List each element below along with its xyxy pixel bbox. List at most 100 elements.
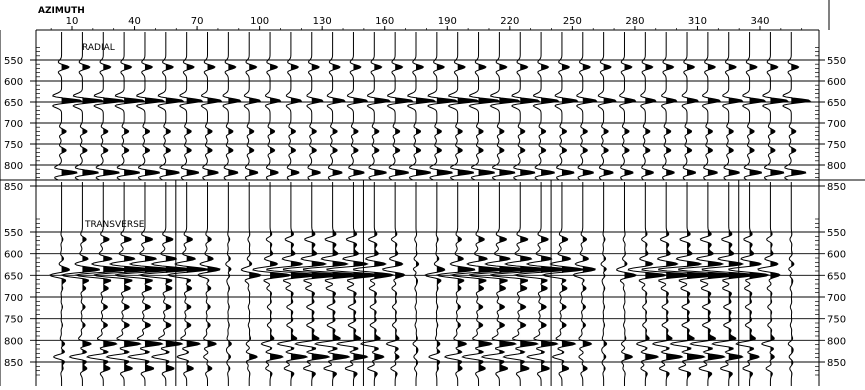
time-tick-label-right: 800 [827, 161, 846, 172]
radial-trace-fill [61, 32, 82, 180]
radial-trace [135, 32, 165, 181]
radial-trace-fill [791, 32, 810, 180]
transverse-trace [572, 182, 596, 386]
azimuth-tick-label: 220 [500, 16, 519, 27]
transverse-trace-fill [144, 182, 175, 386]
azimuth-tick-label: 10 [66, 16, 79, 27]
azimuth-tick-label: 70 [191, 16, 204, 27]
time-tick-label-right: 750 [827, 140, 846, 151]
radial-panel-label: RADIAL [82, 43, 115, 53]
radial-trace-fill [603, 32, 616, 180]
time-tick-label-right: 550 [827, 56, 846, 67]
radial-trace [346, 32, 369, 181]
radial-trace [575, 32, 598, 181]
radial-trace-fill [624, 32, 636, 180]
time-tick-label-right: 650 [827, 98, 846, 109]
radial-trace-fill [687, 32, 698, 180]
transverse-trace-fill [457, 182, 475, 386]
radial-trace [741, 32, 767, 181]
radial-trace-fill [144, 32, 164, 180]
radial-trace-fill [228, 32, 241, 180]
radial-trace-fill [499, 32, 520, 180]
transverse-trace-fill [603, 182, 607, 386]
time-tick-label-left: 650 [4, 271, 23, 282]
radial-trace-fill [395, 32, 413, 180]
radial-trace [306, 32, 324, 181]
transverse-trace [197, 182, 221, 386]
radial-trace [222, 32, 242, 181]
transverse-trace-fill [791, 182, 794, 386]
radial-trace [554, 32, 579, 181]
time-tick-label-left: 850 [4, 358, 23, 369]
radial-trace-fill [770, 32, 788, 180]
radial-trace [285, 32, 303, 181]
transverse-trace-fill [207, 182, 220, 386]
time-tick-label-left: 650 [4, 98, 23, 109]
radial-trace [200, 32, 223, 181]
azimuth-axis-title: AZIMUTH [38, 6, 85, 16]
azimuth-axis: AZIMUTH 10 40 70 100 130 160 190 220 250 280 310 34… [38, 6, 803, 30]
transverse-trace [787, 182, 795, 386]
radial-trace-fill [207, 32, 222, 180]
time-tick-label-right: 700 [827, 119, 846, 130]
time-tick-label-right: 550 [827, 228, 846, 239]
time-tick-label-left: 800 [4, 161, 23, 172]
radial-trace-fill [457, 32, 479, 180]
radial-trace-fill [666, 32, 677, 180]
radial-trace-fill [707, 32, 720, 180]
azimuth-tick-label: 190 [438, 16, 457, 27]
radial-trace [243, 32, 262, 181]
radial-trace [597, 32, 617, 181]
transverse-trace [541, 182, 584, 386]
time-tick-label-left: 750 [4, 140, 23, 151]
time-tick-label-left: 800 [4, 336, 23, 347]
time-tick-label-right: 850 [827, 182, 846, 193]
time-tick-label-left: 750 [4, 315, 23, 326]
time-tick-label-left: 550 [4, 228, 23, 239]
time-tick-label-left: 700 [4, 293, 23, 304]
transverse-trace-fill [582, 182, 596, 386]
azimuth-tick-label: 130 [313, 16, 332, 27]
azimuth-tick-label: 310 [688, 16, 707, 27]
transverse-trace-fill [228, 182, 232, 386]
transverse-trace [513, 182, 569, 386]
radial-trace-fill [582, 32, 597, 180]
radial-trace-fill [332, 32, 345, 180]
radial-trace-fill [353, 32, 368, 180]
radial-trace-fill [416, 32, 435, 180]
transverse-panel: TRANSVERSE 550 550 600 600 650 650 700 700 750 75… [4, 180, 846, 386]
radial-trace [72, 32, 105, 181]
transverse-trace [424, 182, 446, 386]
radial-panel: RADIAL 550 550 600 600 650 650 700 700 750 750 800… [4, 32, 846, 193]
radial-trace [468, 32, 501, 181]
time-tick-label-right: 750 [827, 315, 846, 326]
radial-trace-fill [82, 32, 103, 180]
radial-trace [427, 32, 459, 181]
radial-trace-fill [270, 32, 281, 180]
radial-trace [640, 32, 657, 181]
radial-trace-fill [520, 32, 539, 180]
radial-trace [114, 32, 146, 181]
transverse-trace-fill [436, 182, 445, 386]
radial-trace [489, 32, 521, 181]
radial-trace-fill [561, 32, 578, 180]
transverse-trace [382, 182, 406, 386]
radial-trace [681, 32, 699, 181]
time-tick-label-right: 600 [827, 77, 846, 88]
transverse-panel-label: TRANSVERSE [84, 220, 145, 230]
radial-trace-fill [124, 32, 144, 180]
radial-trace-fill [249, 32, 261, 180]
radial-trace-fill [436, 32, 457, 180]
transverse-trace [93, 182, 154, 386]
radial-trace [406, 32, 436, 181]
transverse-trace [137, 182, 193, 386]
radial-trace-fill [103, 32, 124, 180]
transverse-trace-fill [374, 182, 394, 386]
transverse-trace-fill [770, 182, 780, 386]
radial-trace [157, 32, 185, 181]
radial-trace [660, 32, 678, 181]
radial-trace [511, 32, 541, 181]
radial-trace [264, 32, 282, 181]
